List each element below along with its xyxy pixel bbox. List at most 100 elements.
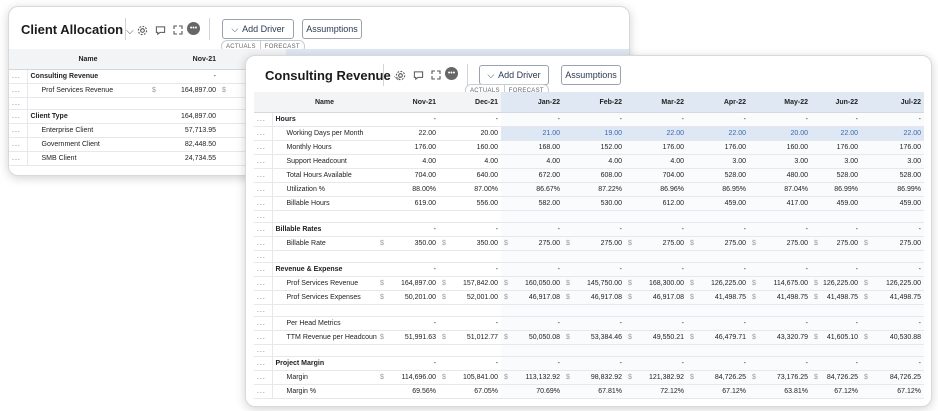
cell-value[interactable]: 22.00 xyxy=(861,126,924,141)
panel-title-dropdown[interactable]: Consulting Revenue ⌵ xyxy=(265,68,401,83)
cell-value[interactable]: $126,225.00 xyxy=(687,276,749,291)
cell-value[interactable]: $164,897.00 xyxy=(149,83,219,98)
cell-value[interactable]: 86.95% xyxy=(687,182,749,197)
cell-value[interactable]: 528.00 xyxy=(861,168,924,183)
column-header-month[interactable]: Mar-22 xyxy=(625,92,687,113)
cell-value[interactable]: 556.00 xyxy=(439,196,501,211)
cell-value[interactable]: $98,832.92 xyxy=(563,370,625,385)
cell-value[interactable]: - xyxy=(563,262,625,277)
cell-value[interactable] xyxy=(439,344,501,357)
cell-value[interactable]: 530.00 xyxy=(563,196,625,211)
cell-value[interactable]: 152.00 xyxy=(563,140,625,155)
cell-value[interactable]: 67.12% xyxy=(861,384,924,399)
cell-value[interactable]: 20.00 xyxy=(749,126,811,141)
cell-value[interactable]: $51,991.63 xyxy=(377,330,439,345)
cell-value[interactable] xyxy=(377,344,439,357)
row-label[interactable]: Government Client xyxy=(27,137,149,152)
row-menu-icon[interactable]: ... xyxy=(254,276,273,291)
column-header-month[interactable]: Nov-21 xyxy=(149,49,219,70)
row-label[interactable]: Margin xyxy=(272,370,377,385)
row-label[interactable] xyxy=(272,344,377,357)
cell-value[interactable]: $53,384.46 xyxy=(563,330,625,345)
cell-value[interactable]: $164,897.00 xyxy=(377,276,439,291)
cell-value[interactable] xyxy=(377,210,439,223)
cell-value[interactable]: - xyxy=(861,262,924,277)
column-header-month[interactable]: Feb-22 xyxy=(563,92,625,113)
cell-value[interactable]: 3.00 xyxy=(749,154,811,169)
row-label[interactable]: Hours xyxy=(272,112,377,127)
cell-value[interactable]: 87.00% xyxy=(439,182,501,197)
row-label[interactable] xyxy=(272,210,377,223)
cell-value[interactable] xyxy=(501,250,563,263)
row-label[interactable]: Project Margin xyxy=(272,356,377,371)
cell-value[interactable]: 22.00 xyxy=(811,126,861,141)
cell-value[interactable]: $73,176.25 xyxy=(749,370,811,385)
cell-value[interactable]: 86.67% xyxy=(501,182,563,197)
cell-value[interactable]: 20.00 xyxy=(439,126,501,141)
cell-value[interactable]: 57,713.95 xyxy=(149,123,219,138)
cell-value[interactable] xyxy=(687,344,749,357)
cell-value[interactable]: - xyxy=(377,316,439,331)
cell-value[interactable]: - xyxy=(861,316,924,331)
cell-value[interactable] xyxy=(687,304,749,317)
cell-value[interactable]: 480.00 xyxy=(749,168,811,183)
cell-value[interactable]: $51,012.77 xyxy=(439,330,501,345)
cell-value[interactable]: $43,320.79 xyxy=(749,330,811,345)
row-label[interactable]: Working Days per Month xyxy=(272,126,377,141)
row-label[interactable]: Consulting Revenue xyxy=(27,69,149,84)
cell-value[interactable]: - xyxy=(377,262,439,277)
row-label[interactable]: Prof Services Revenue xyxy=(27,83,149,98)
cell-value[interactable]: $41,498.75 xyxy=(687,290,749,305)
cell-value[interactable]: 63.81% xyxy=(749,384,811,399)
cell-value[interactable]: $41,498.75 xyxy=(861,290,924,305)
cell-value[interactable]: $46,917.08 xyxy=(501,290,563,305)
cell-value[interactable]: 3.00 xyxy=(811,154,861,169)
cell-value[interactable]: 4.00 xyxy=(625,154,687,169)
cell-value[interactable]: $160,050.00 xyxy=(501,276,563,291)
cell-value[interactable]: 619.00 xyxy=(377,196,439,211)
cell-value[interactable]: $46,479.71 xyxy=(687,330,749,345)
row-menu-icon[interactable]: ... xyxy=(254,290,273,305)
cell-value[interactable]: - xyxy=(501,356,563,371)
cell-value[interactable]: 176.00 xyxy=(377,140,439,155)
cell-value[interactable]: 459.00 xyxy=(687,196,749,211)
cell-value[interactable]: 168.00 xyxy=(501,140,563,155)
row-label[interactable]: Support Headcount xyxy=(272,154,377,169)
row-label[interactable]: Revenue & Expense xyxy=(272,262,377,277)
cell-value[interactable]: 67.81% xyxy=(563,384,625,399)
cell-value[interactable]: $275.00 xyxy=(811,236,861,251)
cell-value[interactable]: $275.00 xyxy=(861,236,924,251)
cell-value[interactable]: 82,448.50 xyxy=(149,137,219,152)
column-header-month[interactable]: May-22 xyxy=(749,92,811,113)
cell-value[interactable]: 528.00 xyxy=(687,168,749,183)
row-menu-icon[interactable]: ... xyxy=(254,126,273,141)
cell-value[interactable] xyxy=(861,304,924,317)
cell-value[interactable]: $121,382.92 xyxy=(625,370,687,385)
cell-value[interactable]: $126,225.00 xyxy=(861,276,924,291)
cell-value[interactable]: 3.00 xyxy=(687,154,749,169)
cell-value[interactable]: - xyxy=(687,316,749,331)
cell-value[interactable]: $40,530.88 xyxy=(861,330,924,345)
cell-value[interactable] xyxy=(749,210,811,223)
cell-value[interactable] xyxy=(687,210,749,223)
row-menu-icon[interactable]: ... xyxy=(254,140,273,155)
cell-value[interactable] xyxy=(563,250,625,263)
cell-value[interactable]: - xyxy=(563,316,625,331)
cell-value[interactable] xyxy=(749,250,811,263)
cell-value[interactable] xyxy=(861,344,924,357)
cell-value[interactable]: $105,841.00 xyxy=(439,370,501,385)
expand-icon[interactable] xyxy=(171,23,185,37)
row-label[interactable]: TTM Revenue per Headcount xyxy=(272,330,377,345)
cell-value[interactable]: 640.00 xyxy=(439,168,501,183)
cell-value[interactable]: 67.12% xyxy=(811,384,861,399)
cell-value[interactable] xyxy=(625,210,687,223)
column-header-month[interactable]: Apr-22 xyxy=(687,92,749,113)
cell-value[interactable] xyxy=(749,304,811,317)
row-menu-icon[interactable]: ... xyxy=(9,137,28,152)
row-menu-icon[interactable]: ... xyxy=(254,196,273,211)
cell-value[interactable] xyxy=(377,304,439,317)
row-menu-icon[interactable]: ... xyxy=(254,182,273,197)
cell-value[interactable]: 3.00 xyxy=(861,154,924,169)
row-menu-icon[interactable]: ... xyxy=(254,168,273,183)
column-header-name[interactable]: Name xyxy=(272,92,377,113)
